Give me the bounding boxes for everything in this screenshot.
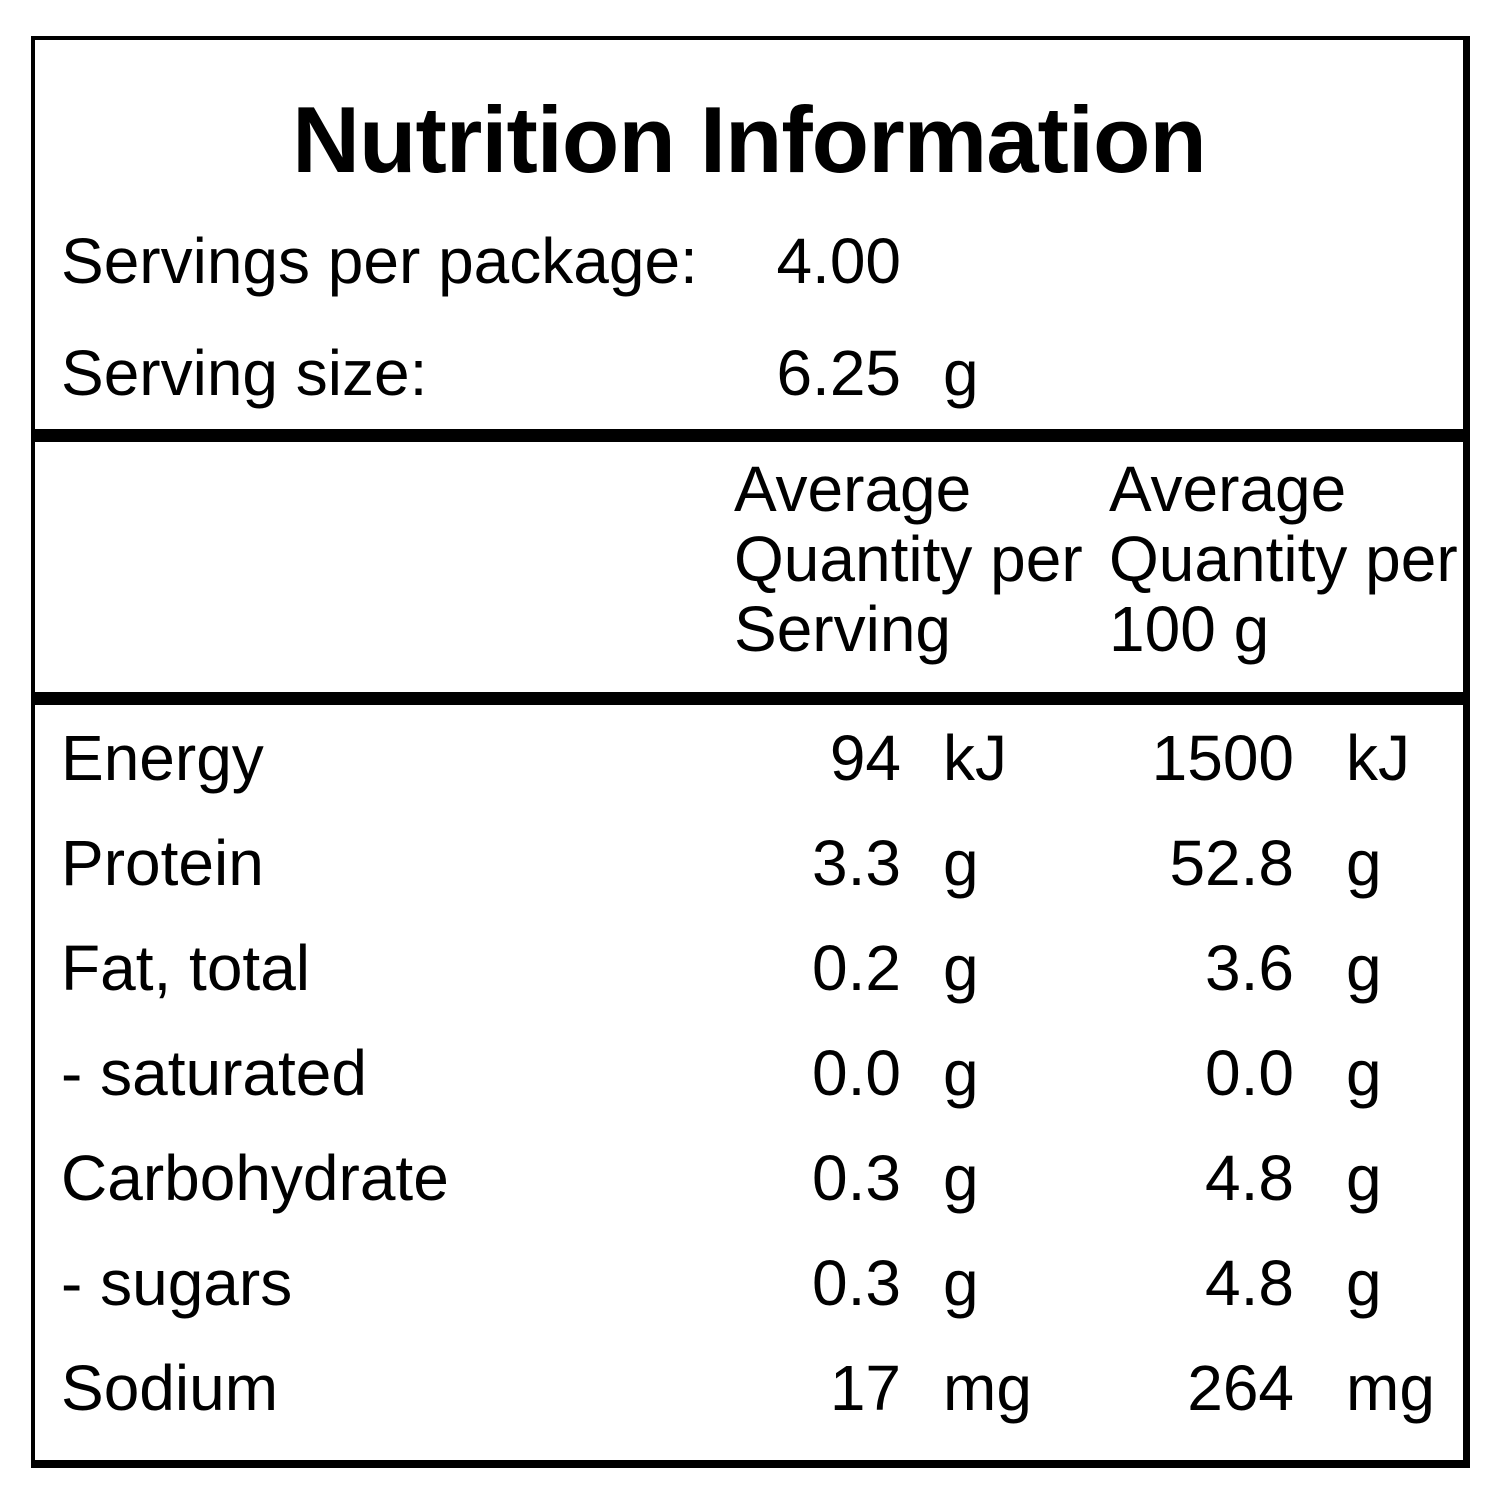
per-serving-value: 0.3 bbox=[812, 1141, 901, 1214]
per-serving-unit: kJ bbox=[943, 721, 1007, 794]
section-divider bbox=[35, 692, 1463, 705]
table-header-row: Average Quantity per Serving Average Qua… bbox=[35, 442, 1463, 692]
per-serving-unit: g bbox=[943, 931, 979, 1004]
per-100g-unit: g bbox=[1346, 1141, 1382, 1214]
per-100g-value: 1500 bbox=[1151, 721, 1294, 794]
nutrition-label: Nutrition Information Servings per packa… bbox=[31, 36, 1470, 1468]
per-serving-unit: g bbox=[943, 1246, 979, 1319]
nutrient-name: - sugars bbox=[61, 1246, 293, 1319]
per-serving-value: 3.3 bbox=[812, 826, 901, 899]
per-100g-value: 0.0 bbox=[1205, 1036, 1294, 1109]
label-title: Nutrition Information bbox=[292, 87, 1207, 192]
table-row: Sodium 17 mg 264 mg bbox=[35, 1335, 1463, 1440]
per-100g-value: 4.8 bbox=[1205, 1246, 1294, 1319]
table-row: Energy 94 kJ 1500 kJ bbox=[35, 705, 1463, 810]
serving-info-row: Servings per package: 4.00 bbox=[35, 205, 1463, 317]
section-divider bbox=[35, 429, 1463, 442]
per-100g-value: 3.6 bbox=[1205, 931, 1294, 1004]
per-100g-unit: kJ bbox=[1346, 721, 1410, 794]
nutrient-name: Carbohydrate bbox=[61, 1141, 449, 1214]
serving-info-row: Serving size: 6.25 g bbox=[35, 317, 1463, 429]
per-serving-value: 0.2 bbox=[812, 931, 901, 1004]
nutrient-name: Sodium bbox=[61, 1351, 278, 1424]
serving-info-unit: g bbox=[943, 337, 979, 409]
per-100g-value: 4.8 bbox=[1205, 1141, 1294, 1214]
per-serving-unit: mg bbox=[943, 1351, 1032, 1424]
nutrient-name: Fat, total bbox=[61, 931, 310, 1004]
per-100g-unit: g bbox=[1346, 931, 1382, 1004]
nutrient-name: Energy bbox=[61, 721, 264, 794]
table-row: - sugars 0.3 g 4.8 g bbox=[35, 1230, 1463, 1335]
nutrient-name: Protein bbox=[61, 826, 264, 899]
per-serving-value: 0.0 bbox=[812, 1036, 901, 1109]
per-serving-unit: g bbox=[943, 1036, 979, 1109]
per-serving-unit: g bbox=[943, 1141, 979, 1214]
serving-info-label: Serving size: bbox=[61, 337, 428, 409]
per-serving-value: 94 bbox=[829, 721, 901, 794]
serving-info-value: 6.25 bbox=[776, 337, 901, 409]
table-row: - saturated 0.0 g 0.0 g bbox=[35, 1020, 1463, 1125]
serving-info-value: 4.00 bbox=[776, 225, 901, 297]
per-serving-unit: g bbox=[943, 826, 979, 899]
column-header-per-100g: Average Quantity per 100 g bbox=[1109, 453, 1458, 665]
per-100g-unit: g bbox=[1346, 826, 1382, 899]
column-header-per-serving: Average Quantity per Serving bbox=[734, 453, 1083, 665]
nutrient-name: - saturated bbox=[61, 1036, 367, 1109]
per-serving-value: 17 bbox=[829, 1351, 901, 1424]
table-row: Fat, total 0.2 g 3.6 g bbox=[35, 915, 1463, 1020]
table-row: Carbohydrate 0.3 g 4.8 g bbox=[35, 1125, 1463, 1230]
per-100g-value: 52.8 bbox=[1169, 826, 1294, 899]
serving-info-label: Servings per package: bbox=[61, 225, 698, 297]
per-100g-value: 264 bbox=[1187, 1351, 1294, 1424]
per-100g-unit: mg bbox=[1346, 1351, 1435, 1424]
per-100g-unit: g bbox=[1346, 1036, 1382, 1109]
per-serving-value: 0.3 bbox=[812, 1246, 901, 1319]
per-100g-unit: g bbox=[1346, 1246, 1382, 1319]
table-row: Protein 3.3 g 52.8 g bbox=[35, 810, 1463, 915]
